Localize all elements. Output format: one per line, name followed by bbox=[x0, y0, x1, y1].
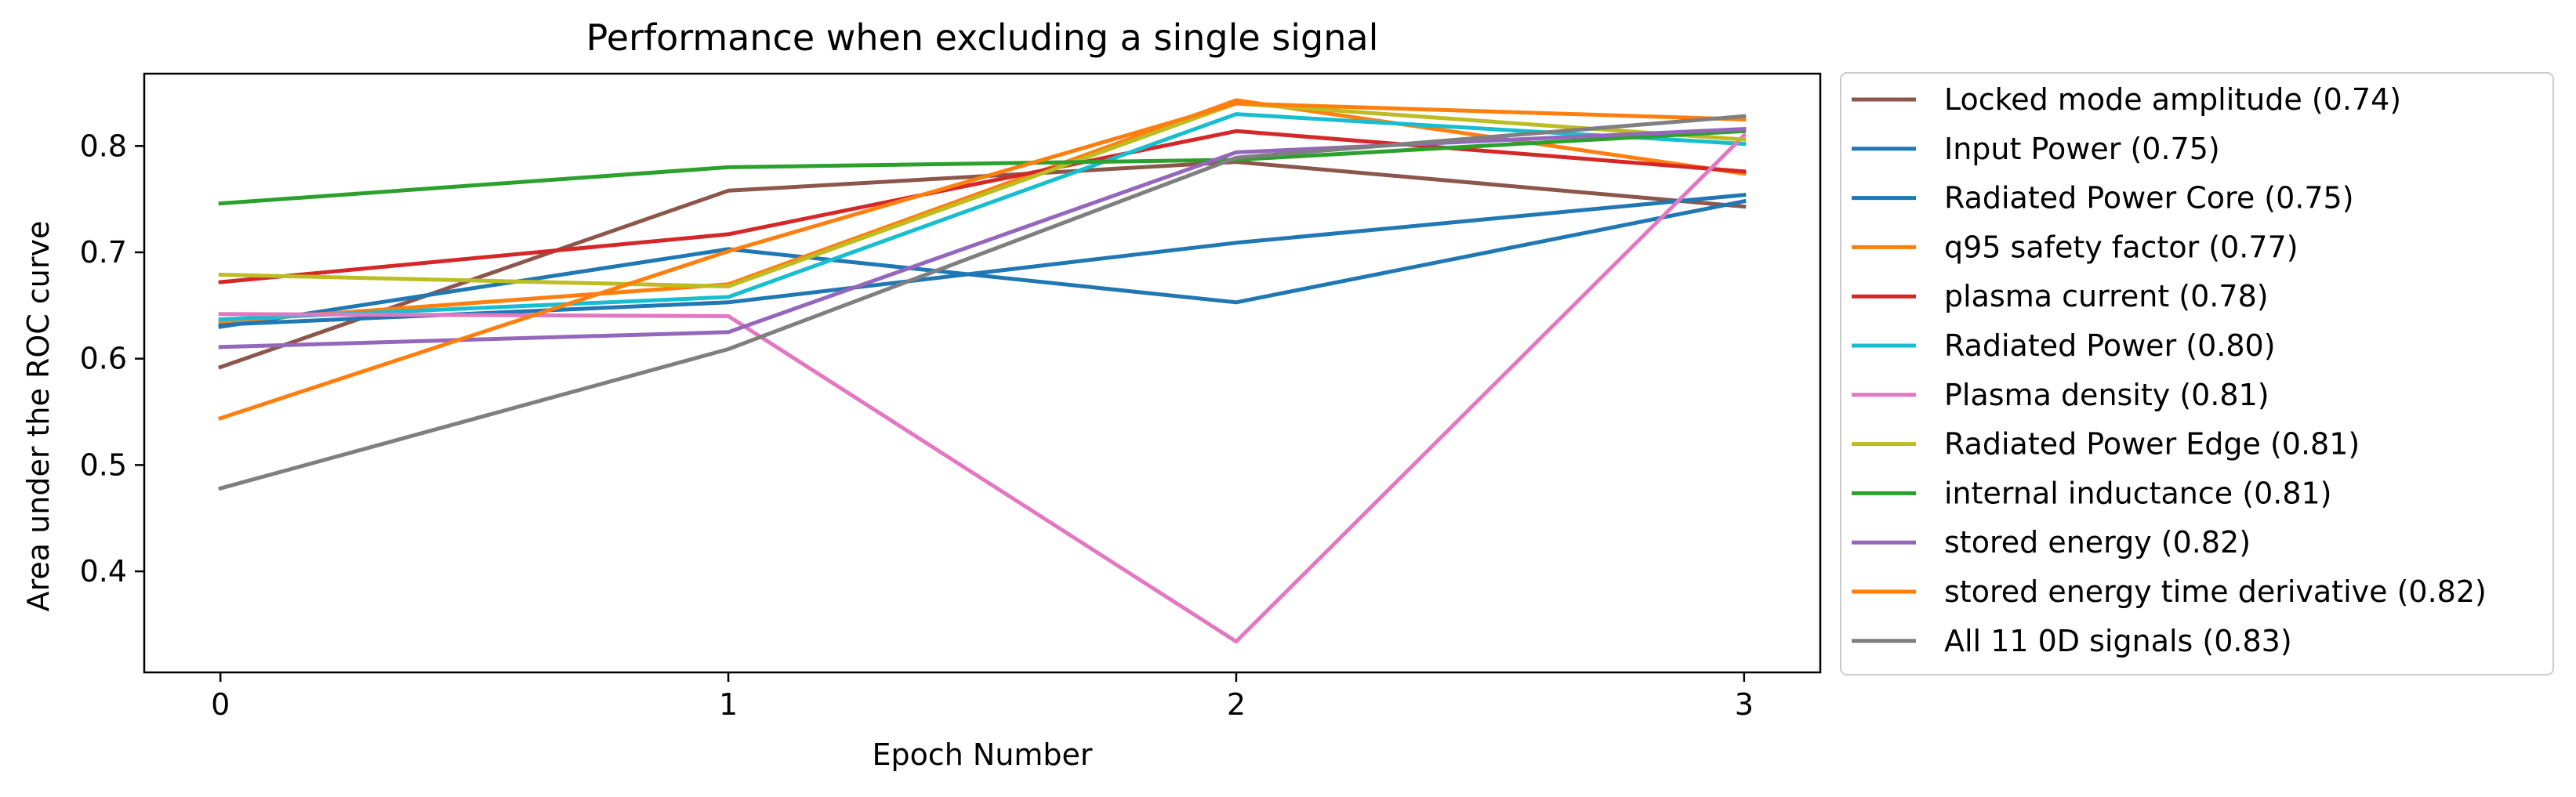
legend-label: Locked mode amplitude (0.74) bbox=[1944, 82, 2401, 117]
chart-title: Performance when excluding a single sign… bbox=[586, 16, 1379, 59]
x-axis-ticks: 0 1 2 3 bbox=[211, 672, 1754, 722]
legend-frame bbox=[1840, 72, 2554, 676]
series-line-9 bbox=[218, 126, 1747, 350]
series-line-8 bbox=[218, 129, 1747, 206]
y-tick-label: 0.7 bbox=[80, 235, 127, 270]
legend-label: Plasma density (0.81) bbox=[1944, 378, 2269, 412]
series-line-7 bbox=[218, 101, 1747, 288]
series-line-11 bbox=[218, 114, 1747, 491]
x-tick-label: 1 bbox=[719, 687, 738, 722]
y-tick-label: 0.5 bbox=[80, 447, 127, 482]
legend-label: q95 safety factor (0.77) bbox=[1944, 230, 2298, 264]
legend-label: internal inductance (0.81) bbox=[1944, 476, 2332, 510]
y-tick-label: 0.6 bbox=[80, 342, 127, 376]
series-line-1 bbox=[218, 198, 1747, 329]
plot-frame bbox=[143, 72, 1822, 674]
x-tick-label: 2 bbox=[1227, 687, 1246, 722]
series-line-4 bbox=[218, 129, 1747, 284]
x-tick-label: 3 bbox=[1735, 687, 1754, 722]
y-tick-label: 0.8 bbox=[80, 129, 127, 163]
legend-label: plasma current (0.78) bbox=[1944, 279, 2269, 313]
series-line-5 bbox=[218, 112, 1747, 322]
legend-label: Radiated Power Edge (0.81) bbox=[1944, 427, 2360, 462]
legend-label: Radiated Power (0.80) bbox=[1944, 328, 2276, 363]
legend-label: Radiated Power Core (0.75) bbox=[1944, 181, 2354, 216]
legend-label: Input Power (0.75) bbox=[1944, 132, 2220, 166]
series-line-6 bbox=[218, 132, 1747, 644]
y-tick-label: 0.4 bbox=[80, 554, 127, 589]
legend-items: Locked mode amplitude (0.74) Input Power … bbox=[1852, 82, 2487, 658]
y-axis-label: Area under the ROC curve bbox=[21, 221, 56, 612]
legend-label: stored energy (0.82) bbox=[1944, 525, 2251, 560]
series-line-10 bbox=[218, 101, 1747, 421]
series-layer bbox=[218, 98, 1747, 644]
x-tick-label: 0 bbox=[211, 687, 230, 722]
y-axis-ticks: 0.4 0.5 0.6 0.7 0.8 bbox=[80, 129, 144, 589]
legend: Locked mode amplitude (0.74) Input Power … bbox=[1840, 72, 2554, 676]
legend-label: All 11 0D signals (0.83) bbox=[1944, 624, 2292, 658]
plot-area bbox=[143, 72, 1822, 674]
legend-label: stored energy time derivative (0.82) bbox=[1944, 574, 2487, 609]
x-axis-label: Epoch Number bbox=[872, 737, 1092, 772]
